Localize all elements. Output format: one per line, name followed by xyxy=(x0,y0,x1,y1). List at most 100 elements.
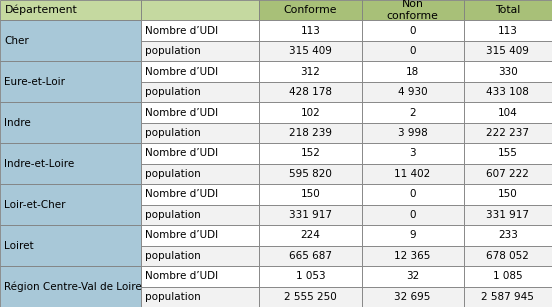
Text: 2 587 945: 2 587 945 xyxy=(481,292,534,302)
Bar xyxy=(141,246,259,266)
Text: 32 695: 32 695 xyxy=(395,292,431,302)
Bar xyxy=(259,143,362,164)
Bar xyxy=(259,164,362,184)
Text: 0: 0 xyxy=(410,210,416,220)
Text: population: population xyxy=(145,292,201,302)
Bar xyxy=(141,266,259,286)
Bar xyxy=(362,286,464,307)
Bar xyxy=(0,266,141,307)
Text: 3 998: 3 998 xyxy=(398,128,427,138)
Bar xyxy=(259,21,362,41)
Text: 315 409: 315 409 xyxy=(486,46,529,56)
Text: Nombre d’UDI: Nombre d’UDI xyxy=(145,189,218,200)
Text: 150: 150 xyxy=(498,189,518,200)
Bar xyxy=(0,184,141,225)
Bar xyxy=(0,61,141,102)
Bar xyxy=(141,0,259,21)
Text: 428 178: 428 178 xyxy=(289,87,332,97)
Bar xyxy=(141,21,259,41)
Bar xyxy=(141,102,259,123)
Bar xyxy=(464,143,552,164)
Bar xyxy=(464,21,552,41)
Text: Nombre d’UDI: Nombre d’UDI xyxy=(145,149,218,158)
Bar xyxy=(259,61,362,82)
Bar xyxy=(259,102,362,123)
Bar xyxy=(0,102,141,143)
Bar xyxy=(141,164,259,184)
Text: 222 237: 222 237 xyxy=(486,128,529,138)
Text: 11 402: 11 402 xyxy=(395,169,431,179)
Text: 331 917: 331 917 xyxy=(486,210,529,220)
Text: 315 409: 315 409 xyxy=(289,46,332,56)
Bar xyxy=(362,266,464,286)
Bar xyxy=(0,225,141,266)
Text: Conforme: Conforme xyxy=(284,5,337,15)
Text: Nombre d’UDI: Nombre d’UDI xyxy=(145,107,218,118)
Text: 113: 113 xyxy=(498,26,518,36)
Bar xyxy=(464,41,552,61)
Text: population: population xyxy=(145,128,201,138)
Bar xyxy=(362,0,464,21)
Bar xyxy=(259,82,362,102)
Bar xyxy=(362,164,464,184)
Text: 312: 312 xyxy=(300,67,321,77)
Text: 218 239: 218 239 xyxy=(289,128,332,138)
Text: 12 365: 12 365 xyxy=(395,251,431,261)
Text: 18: 18 xyxy=(406,67,420,77)
Bar xyxy=(259,0,362,21)
Bar xyxy=(464,82,552,102)
Bar xyxy=(0,0,141,21)
Bar xyxy=(464,164,552,184)
Text: population: population xyxy=(145,210,201,220)
Text: 2 555 250: 2 555 250 xyxy=(284,292,337,302)
Text: 3: 3 xyxy=(409,149,416,158)
Bar xyxy=(259,205,362,225)
Text: Nombre d’UDI: Nombre d’UDI xyxy=(145,271,218,281)
Bar xyxy=(259,123,362,143)
Bar xyxy=(362,102,464,123)
Bar xyxy=(464,266,552,286)
Text: Nombre d’UDI: Nombre d’UDI xyxy=(145,67,218,77)
Text: 1 053: 1 053 xyxy=(296,271,325,281)
Bar xyxy=(141,225,259,246)
Text: 0: 0 xyxy=(410,46,416,56)
Bar xyxy=(464,205,552,225)
Bar xyxy=(259,225,362,246)
Text: 104: 104 xyxy=(498,107,518,118)
Bar xyxy=(0,21,141,61)
Bar xyxy=(362,41,464,61)
Bar xyxy=(259,286,362,307)
Text: 665 687: 665 687 xyxy=(289,251,332,261)
Text: population: population xyxy=(145,169,201,179)
Text: Cher: Cher xyxy=(4,36,29,46)
Bar xyxy=(362,246,464,266)
Text: Indre: Indre xyxy=(4,118,31,128)
Bar xyxy=(464,0,552,21)
Text: 152: 152 xyxy=(300,149,321,158)
Text: Eure-et-Loir: Eure-et-Loir xyxy=(4,77,66,87)
Bar xyxy=(362,205,464,225)
Bar xyxy=(464,286,552,307)
Text: 1 085: 1 085 xyxy=(493,271,523,281)
Bar xyxy=(259,266,362,286)
Text: 2: 2 xyxy=(409,107,416,118)
Bar xyxy=(0,143,141,184)
Text: Département: Département xyxy=(4,5,77,15)
Text: 113: 113 xyxy=(300,26,321,36)
Text: Loiret: Loiret xyxy=(4,241,34,251)
Bar xyxy=(141,205,259,225)
Text: 9: 9 xyxy=(409,230,416,240)
Text: 595 820: 595 820 xyxy=(289,169,332,179)
Text: population: population xyxy=(145,87,201,97)
Text: Loir-et-Cher: Loir-et-Cher xyxy=(4,200,66,210)
Bar xyxy=(464,61,552,82)
Text: Région Centre-Val de Loire: Région Centre-Val de Loire xyxy=(4,281,142,292)
Bar xyxy=(464,225,552,246)
Bar xyxy=(362,82,464,102)
Bar xyxy=(362,143,464,164)
Text: 32: 32 xyxy=(406,271,420,281)
Bar xyxy=(362,21,464,41)
Bar xyxy=(141,286,259,307)
Bar xyxy=(464,246,552,266)
Bar xyxy=(141,82,259,102)
